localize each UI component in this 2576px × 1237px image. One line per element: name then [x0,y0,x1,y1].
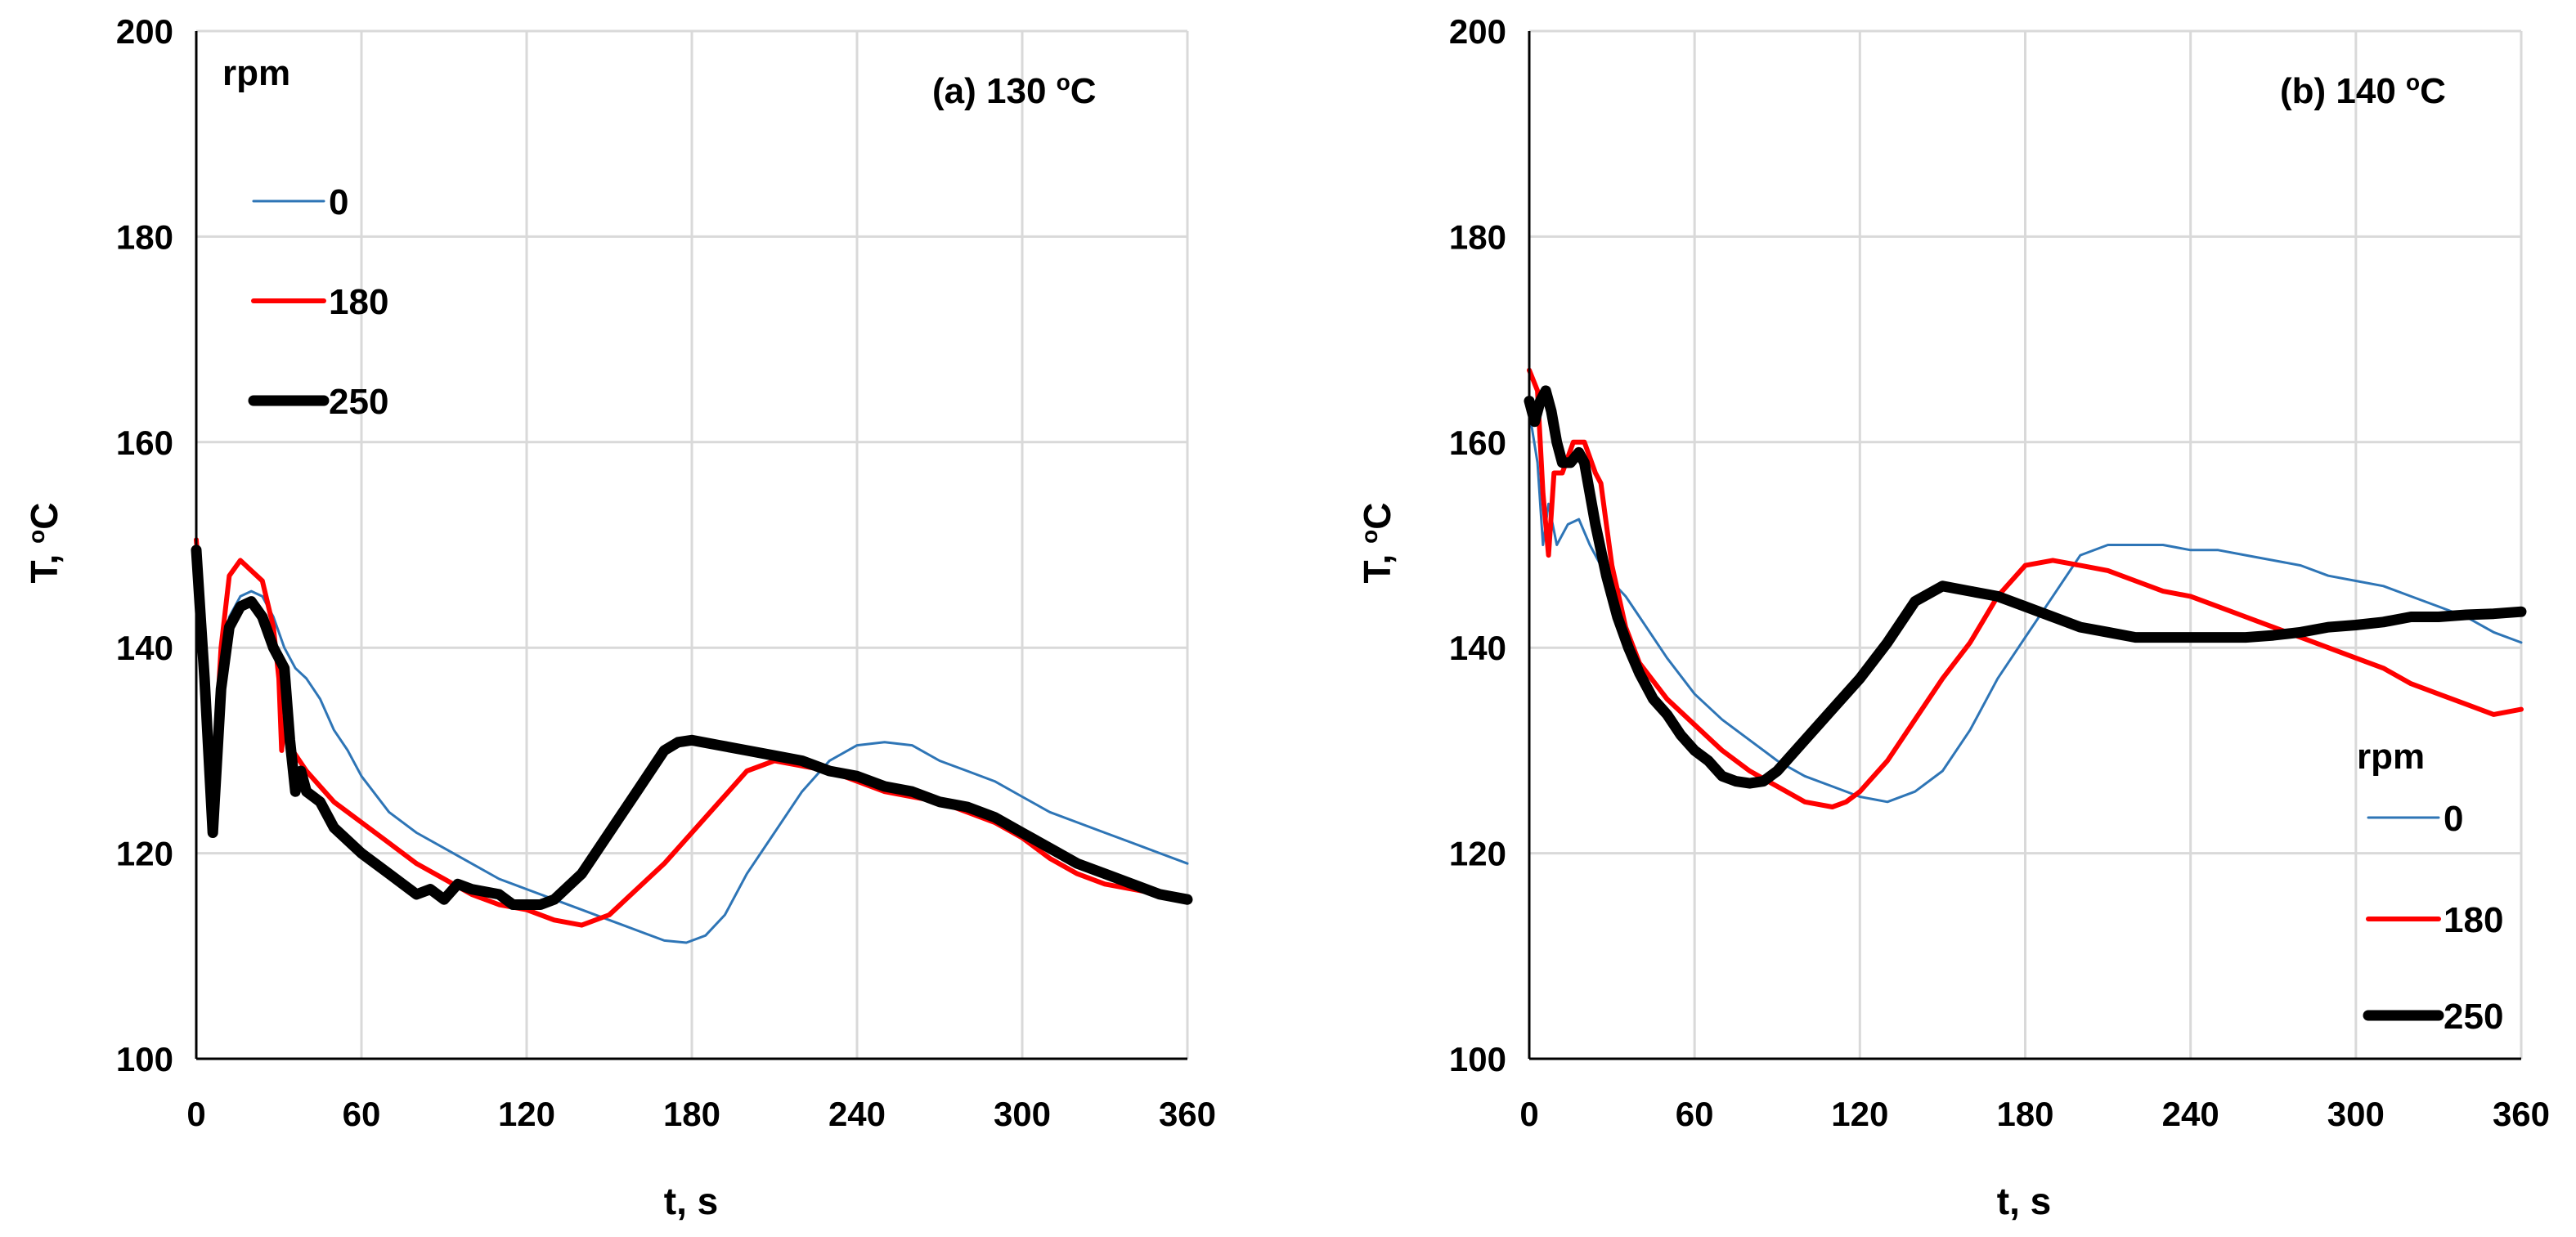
panel-b-x-tick-0: 0 [1519,1095,1538,1133]
panel-a-x-tick-0: 0 [186,1095,205,1133]
panel-b-series [1524,367,2527,809]
panel-a-y-tick-200: 200 [116,12,173,51]
panel-b-140C: 0 60 120 180 240 300 360 100 120 140 160 180 200 t, … [1356,12,2550,1222]
panel-b-legend: rpm 0 180 250 [2357,737,2503,1037]
panel-b-x-tick-240: 240 [2162,1095,2219,1133]
panel-b-series-180-line [1527,367,2524,809]
panel-a-x-axis-label: t, s [664,1180,718,1222]
panel-a-legend-title: rpm [222,53,290,93]
panel-a-y-tick-100: 100 [116,1040,173,1078]
panel-a-x-tick-360: 360 [1159,1095,1216,1133]
panel-a-y-axis-label: T, oC [23,503,65,584]
panel-b-y-tick-120: 120 [1449,835,1506,873]
panel-a-x-tick-240: 240 [828,1095,886,1133]
panel-b-legend-label-0: 0 [2444,799,2463,839]
panel-a-axes [195,31,1187,1060]
panel-b-series-250-line [1524,385,2527,789]
panel-a-x-tick-180: 180 [663,1095,720,1133]
panel-b-y-tick-180: 180 [1449,217,1506,256]
panel-a-legend: rpm 0 180 250 [222,53,388,422]
panel-b-y-tick-200: 200 [1449,12,1506,51]
panel-a-x-tick-60: 60 [343,1095,381,1133]
panel-a-tick-labels: 0 60 120 180 240 300 360 100 120 140 160 180 200 [116,12,1216,1133]
panel-a-130C: 0 60 120 180 240 300 360 100 120 140 160 180 200 t, … [23,12,1216,1222]
panel-b-grid [1529,29,2523,1059]
panel-a-y-tick-140: 140 [116,629,173,667]
panel-b-axes [1528,31,2521,1060]
panel-b-x-axis-label: t, s [1997,1180,2051,1222]
panel-a-y-tick-160: 160 [116,424,173,462]
panel-a-y-tick-120: 120 [116,835,173,873]
panel-b-legend-title: rpm [2357,737,2425,777]
panel-a-series [191,537,1193,944]
panel-a-legend-label-0: 0 [329,182,348,222]
panel-b-legend-label-250: 250 [2444,997,2503,1037]
panel-b-y-tick-160: 160 [1449,424,1506,462]
panel-a-x-tick-120: 120 [498,1095,555,1133]
panel-b-title: (b) 140 oC [2280,69,2446,111]
panel-b-series-0-line [1528,410,2523,804]
panel-a-title: (a) 130 oC [932,69,1097,111]
panel-b-x-tick-60: 60 [1676,1095,1714,1133]
panel-a-series-250-line [191,545,1193,910]
panel-b-y-tick-140: 140 [1449,629,1506,667]
panel-b-y-tick-100: 100 [1449,1040,1506,1078]
panel-b-legend-label-180: 180 [2444,900,2503,940]
panel-a-legend-label-180: 180 [329,282,388,322]
panel-a-y-tick-180: 180 [116,217,173,256]
panel-a-legend-label-250: 250 [329,382,388,422]
panel-b-x-tick-120: 120 [1831,1095,1888,1133]
panel-b-y-axis-label: T, oC [1356,503,1398,584]
panel-b-tick-labels: 0 60 120 180 240 300 360 100 120 140 160 180 200 [1449,12,2550,1133]
panel-b-x-tick-180: 180 [1996,1095,2053,1133]
panel-b-x-tick-300: 300 [2327,1095,2385,1133]
panel-a-x-tick-300: 300 [994,1095,1051,1133]
panel-b-x-tick-360: 360 [2493,1095,2550,1133]
